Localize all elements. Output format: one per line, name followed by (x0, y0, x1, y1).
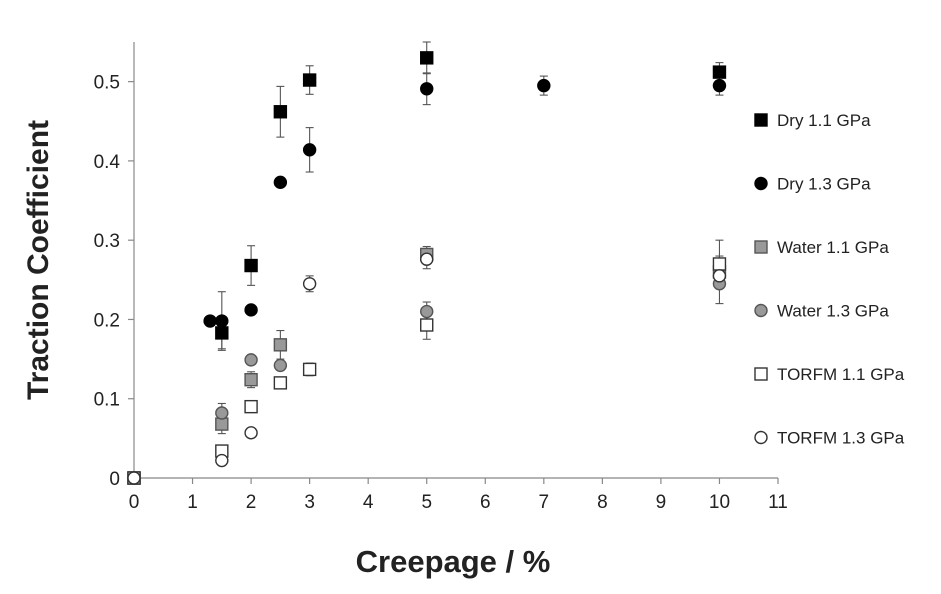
x-tick-label: 9 (656, 492, 667, 513)
data-points (127, 51, 727, 485)
legend-marker-dry-1-1-gpa (754, 113, 768, 127)
point-dry-1-3-gpa (244, 303, 258, 317)
legend-marker-dry-1-3-gpa (754, 176, 768, 191)
point-dry-1-1-gpa (302, 73, 317, 87)
x-tick-label: 7 (539, 492, 550, 513)
point-dry-1-3-gpa (302, 143, 317, 157)
point-torfm-1-3-gpa (302, 277, 317, 291)
point-dry-1-3-gpa (215, 314, 229, 328)
point-torfm-1-1-gpa (244, 399, 258, 414)
point-torfm-1-1-gpa (302, 362, 317, 377)
point-torfm-1-3-gpa (712, 269, 727, 283)
point-dry-1-1-gpa (244, 258, 258, 273)
point-water-1-1-gpa (273, 338, 288, 352)
point-dry-1-3-gpa (712, 78, 727, 93)
x-tick-label: 0 (129, 492, 140, 513)
x-tick-label: 2 (246, 492, 257, 513)
legend-marker-torfm-1-1-gpa (754, 367, 768, 381)
y-tick-label: 0.5 (94, 73, 120, 94)
legend-label-dry-1-3-gpa: Dry 1.3 GPa (777, 175, 871, 194)
point-water-1-1-gpa (215, 417, 229, 431)
x-tick-label: 11 (768, 492, 788, 513)
legend-marker-water-1-1-gpa (754, 240, 768, 254)
y-tick-label: 0.3 (94, 231, 120, 252)
y-tick-label: 0.2 (94, 310, 120, 331)
point-water-1-3-gpa (273, 358, 288, 373)
y-tick-label: 0.1 (94, 390, 120, 411)
point-torfm-1-3-gpa (215, 453, 229, 468)
x-axis-title: Creepage / % (356, 544, 551, 579)
legend-label-water-1-3-gpa: Water 1.3 GPa (777, 302, 889, 321)
point-torfm-1-1-gpa (712, 257, 727, 271)
point-dry-1-3-gpa (537, 78, 551, 93)
y-ticks: 0 0.1 0.2 0.3 0.4 0.5 (94, 73, 134, 490)
point-dry-1-1-gpa (712, 65, 727, 79)
point-water-1-3-gpa (420, 304, 434, 319)
x-tick-label: 5 (421, 492, 432, 513)
point-torfm-1-1-gpa (273, 376, 288, 390)
legend-label-torfm-1-1-gpa: TORFM 1.1 GPa (777, 365, 905, 384)
x-tick-label: 8 (597, 492, 608, 513)
point-torfm-1-1-gpa (420, 318, 434, 332)
legend: Dry 1.1 GPa Dry 1.3 GPa Water 1.1 GPa Water… (754, 111, 905, 448)
point-dry-1-1-gpa (215, 326, 229, 340)
point-water-1-3-gpa (244, 353, 258, 367)
x-tick-label: 10 (709, 492, 730, 513)
error-bars (217, 41, 724, 435)
legend-marker-torfm-1-3-gpa (754, 430, 768, 445)
y-tick-label: 0 (109, 469, 120, 490)
point-dry-1-1-gpa (420, 51, 434, 65)
axes (133, 42, 778, 479)
point-torfm-1-3-gpa (420, 252, 434, 266)
legend-label-torfm-1-3-gpa: TORFM 1.3 GPa (777, 429, 905, 448)
point-dry-1-1-gpa (273, 105, 288, 119)
legend-label-water-1-1-gpa: Water 1.1 GPa (777, 238, 889, 257)
y-axis-title: Traction Coefficient (22, 120, 55, 400)
point-water-1-1-gpa (244, 373, 258, 387)
point-torfm-1-3-gpa (244, 426, 258, 440)
x-tick-label: 4 (363, 492, 374, 513)
x-ticks: 0 1 2 3 4 5 6 7 8 9 10 11 (129, 478, 788, 513)
point-torfm-1-3-gpa (127, 471, 141, 485)
legend-label-dry-1-1-gpa: Dry 1.1 GPa (777, 111, 871, 130)
x-tick-label: 6 (480, 492, 491, 513)
y-tick-label: 0.4 (94, 152, 121, 173)
point-dry-1-3-gpa (273, 175, 288, 190)
point-water-1-3-gpa (215, 406, 229, 420)
point-dry-1-3-gpa (203, 314, 217, 328)
legend-marker-water-1-3-gpa (754, 303, 768, 318)
x-tick-label: 3 (304, 492, 315, 513)
x-tick-label: 1 (187, 492, 198, 513)
point-dry-1-3-gpa (420, 82, 434, 96)
